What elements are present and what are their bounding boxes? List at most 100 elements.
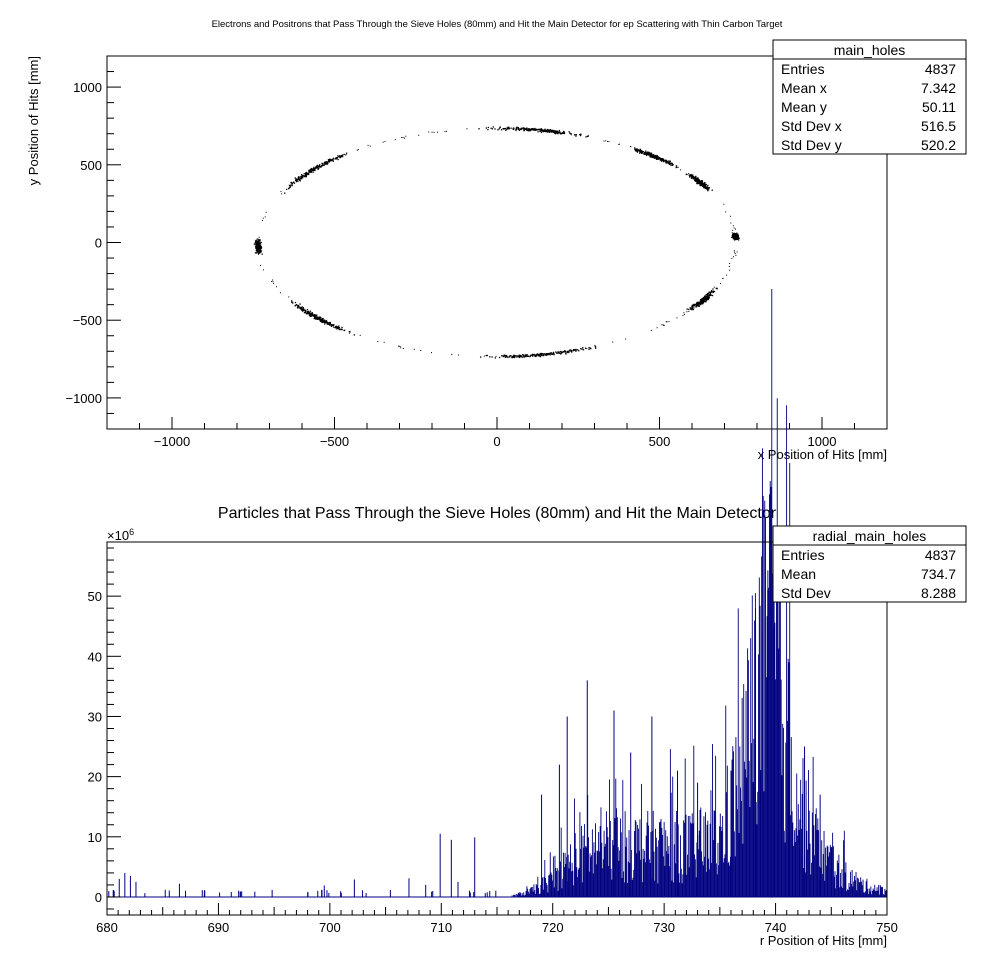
scatter-point	[511, 355, 513, 358]
scatter-point	[705, 187, 707, 189]
scatter-point	[334, 326, 337, 328]
scatter-point	[533, 128, 536, 130]
scatter-point	[309, 168, 312, 171]
scatter-point	[705, 187, 707, 190]
scatter-point	[288, 187, 291, 189]
scatter-point	[731, 236, 733, 238]
scatter-point	[315, 318, 317, 320]
scatter-point	[308, 311, 311, 313]
scatter-point	[693, 307, 695, 309]
scatter-point	[398, 345, 400, 347]
scatter-point	[301, 306, 303, 308]
scatter-point	[705, 299, 707, 301]
scatter-point	[706, 294, 708, 296]
scatter-point	[696, 304, 699, 307]
scatter-point	[568, 351, 570, 353]
scatter-point	[257, 246, 259, 248]
scatter-point	[549, 129, 551, 131]
scatter-point	[507, 128, 509, 130]
scatter-point	[327, 322, 329, 324]
scatter-point	[549, 130, 551, 132]
scatter-stats-value: 520.2	[921, 137, 956, 153]
scatter-point	[289, 186, 291, 188]
scatter-point	[534, 354, 536, 357]
scatter-point	[495, 355, 497, 357]
scatter-point	[702, 298, 705, 300]
scatter-point	[314, 316, 316, 318]
scatter-point	[367, 144, 369, 146]
scatter-point	[526, 355, 528, 357]
scatter-point	[707, 293, 709, 296]
scatter-point	[305, 174, 308, 176]
scatter-y-tick-label: 0	[95, 236, 102, 251]
scatter-point	[640, 150, 642, 152]
scatter-point	[335, 158, 338, 160]
scatter-panel: Electrons and Positrons that Pass Throug…	[26, 19, 967, 462]
scatter-point	[298, 305, 300, 307]
scatter-point	[568, 131, 570, 133]
scatter-point	[705, 293, 707, 296]
scatter-point	[356, 149, 358, 151]
scatter-point	[257, 248, 259, 250]
scatter-point	[307, 311, 309, 313]
scatter-point	[254, 242, 256, 244]
scatter-point	[644, 152, 646, 154]
scatter-point	[330, 325, 333, 328]
scatter-point	[290, 181, 292, 184]
scatter-point	[319, 164, 321, 166]
scatter-point	[287, 187, 290, 190]
scatter-point	[349, 331, 351, 333]
scatter-point	[555, 131, 558, 134]
scatter-point	[309, 310, 312, 312]
histogram-stats-label: Std Dev	[781, 585, 831, 601]
scatter-point	[540, 131, 543, 134]
scatter-point	[686, 173, 688, 176]
scatter-point	[512, 356, 514, 358]
scatter-point	[259, 248, 261, 250]
histogram-stats-label: Entries	[781, 547, 825, 563]
scatter-point	[655, 155, 658, 157]
scatter-point	[708, 189, 710, 191]
scatter-point	[549, 131, 551, 133]
scatter-point	[522, 354, 525, 356]
scatter-point	[708, 296, 710, 298]
scatter-point	[733, 236, 735, 238]
scatter-point	[696, 301, 699, 303]
scatter-point	[709, 292, 712, 295]
scatter-point	[313, 315, 316, 317]
scatter-point	[272, 279, 274, 281]
scatter-point	[603, 140, 605, 142]
scatter-point	[701, 301, 703, 303]
scatter-point	[446, 130, 448, 132]
scatter-point	[516, 128, 518, 130]
scatter-point	[255, 243, 257, 246]
scatter-point	[641, 152, 643, 155]
scatter-point	[703, 183, 705, 185]
scatter-point	[552, 130, 554, 133]
histogram-y-multiplier: ×106	[107, 527, 134, 543]
scatter-point	[735, 228, 737, 230]
scatter-point	[256, 240, 258, 242]
scatter-point	[704, 295, 706, 297]
scatter-point	[734, 234, 736, 236]
scatter-point	[543, 354, 545, 357]
scatter-point	[505, 354, 507, 357]
scatter-point	[256, 238, 258, 240]
scatter-point	[736, 238, 739, 240]
scatter-point	[699, 299, 702, 301]
histogram-x-tick-label: 740	[765, 920, 787, 935]
scatter-point	[311, 168, 313, 171]
scatter-point	[335, 157, 337, 159]
scatter-point	[690, 308, 692, 310]
scatter-point	[587, 135, 590, 137]
scatter-point	[258, 245, 260, 247]
scatter-point	[331, 160, 333, 162]
scatter-point	[536, 353, 539, 355]
scatter-point	[479, 356, 482, 358]
scatter-point	[695, 177, 697, 180]
scatter-point	[341, 155, 344, 158]
scatter-point	[690, 307, 692, 309]
scatter-point	[665, 160, 667, 163]
scatter-point	[255, 248, 257, 250]
scatter-point	[701, 181, 703, 183]
